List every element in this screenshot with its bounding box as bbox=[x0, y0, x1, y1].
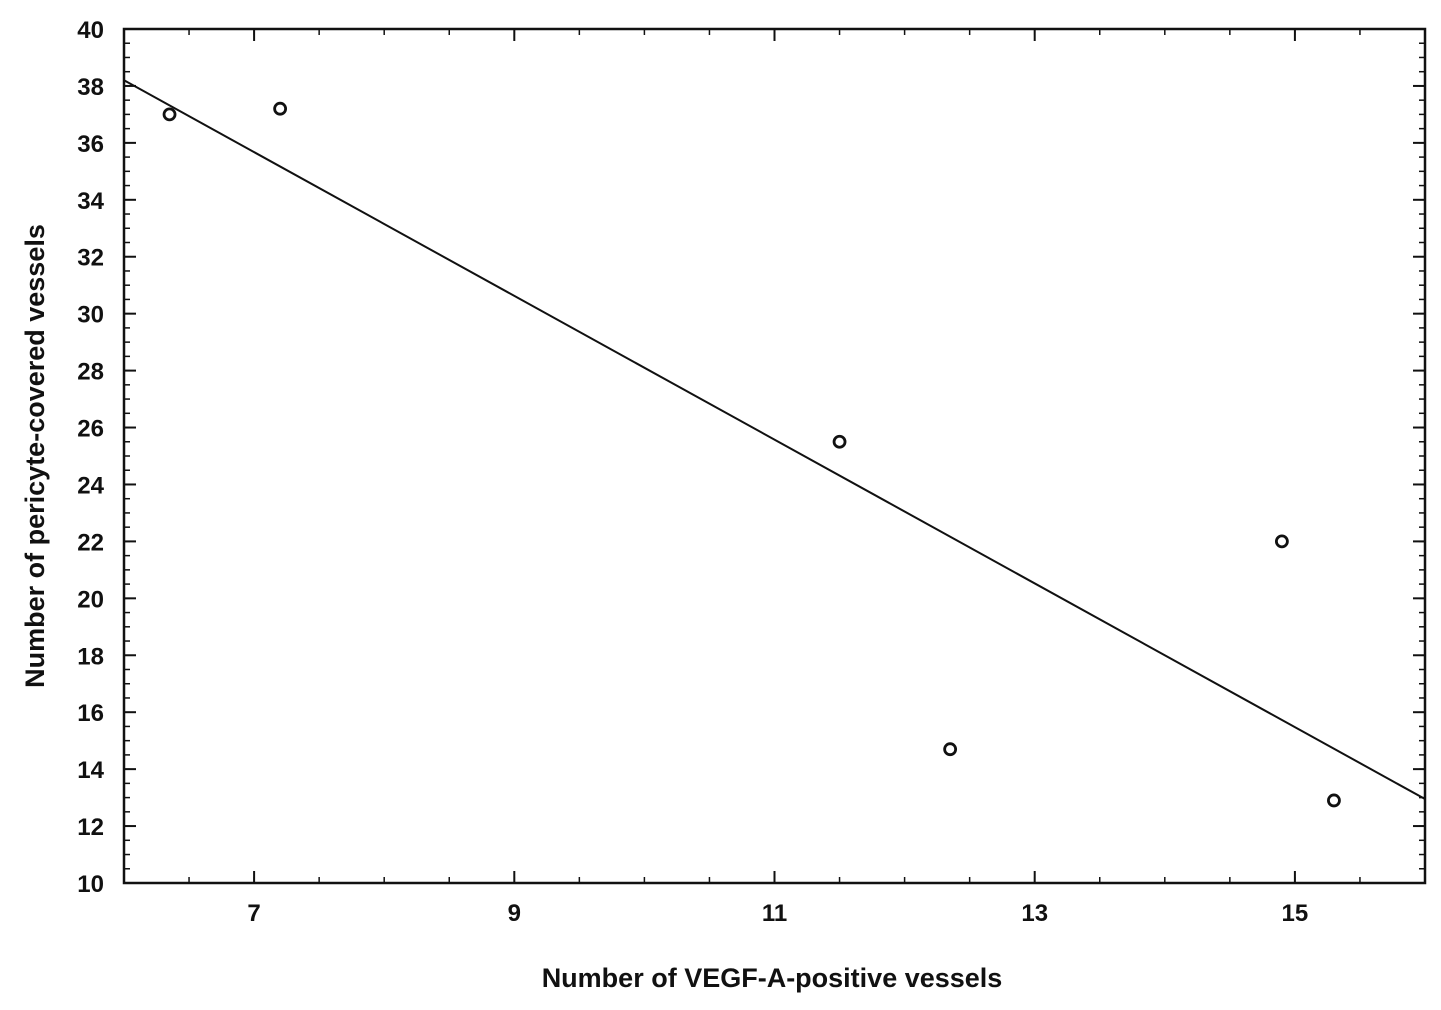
data-point bbox=[1327, 793, 1341, 808]
y-tick-label: 24 bbox=[77, 472, 104, 499]
data-point bbox=[162, 107, 177, 122]
y-tick-label: 14 bbox=[77, 757, 104, 784]
data-points bbox=[162, 101, 1341, 808]
data-point bbox=[832, 434, 847, 449]
y-tick-label: 34 bbox=[77, 188, 104, 215]
x-tick-label: 15 bbox=[1282, 900, 1309, 927]
plot-frame bbox=[122, 27, 1427, 885]
y-tick-label: 26 bbox=[77, 416, 104, 443]
y-tick-label: 30 bbox=[77, 302, 104, 329]
y-tick-label: 28 bbox=[77, 359, 104, 386]
minor-ticks bbox=[123, 28, 1426, 884]
x-axis-title: Number of VEGF-A-positive vessels bbox=[542, 963, 1003, 993]
y-tick-label: 16 bbox=[77, 700, 104, 727]
x-tick-label: 9 bbox=[508, 900, 521, 927]
y-tick-label: 18 bbox=[77, 643, 104, 670]
y-tick-label: 38 bbox=[77, 74, 104, 101]
regression-line bbox=[123, 79, 1426, 800]
y-tick-label: 36 bbox=[77, 131, 104, 158]
data-point bbox=[273, 101, 288, 116]
y-tick-label: 20 bbox=[77, 586, 104, 613]
y-axis-title: Number of pericyte-covered vessels bbox=[20, 224, 50, 688]
data-point bbox=[943, 742, 958, 757]
major-ticks bbox=[124, 28, 1425, 884]
fit-line-group bbox=[123, 79, 1426, 800]
y-tick-label: 22 bbox=[77, 529, 104, 556]
data-point bbox=[1274, 534, 1289, 549]
y-tick-label: 12 bbox=[77, 814, 104, 841]
x-tick-labels: 7 9 11 13 15 bbox=[247, 900, 1308, 927]
x-tick-label: 13 bbox=[1021, 900, 1048, 927]
x-tick-label: 7 bbox=[247, 900, 260, 927]
y-tick-labels: 10 12 14 16 18 20 22 24 26 28 30 32 34 36 38 40 bbox=[77, 17, 104, 898]
x-tick-label: 11 bbox=[762, 900, 787, 927]
y-tick-label: 40 bbox=[77, 17, 104, 44]
y-tick-label: 32 bbox=[77, 245, 104, 272]
y-tick-label: 10 bbox=[77, 871, 104, 898]
